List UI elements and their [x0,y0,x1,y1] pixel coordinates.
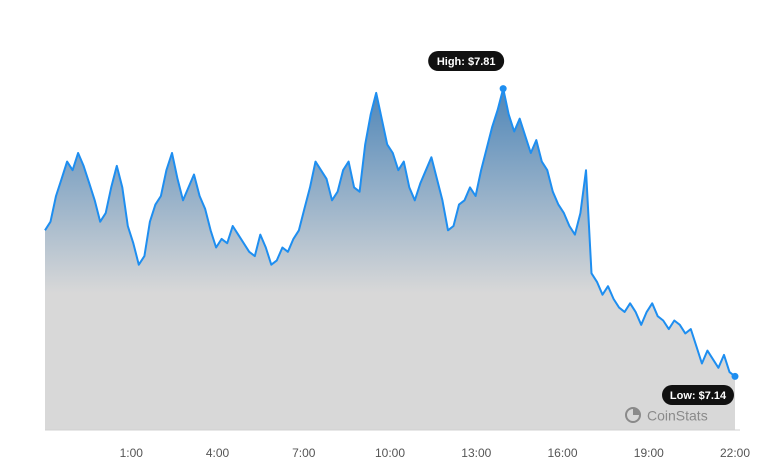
x-tick-label: 7:00 [292,446,316,460]
low-point-marker [731,372,739,380]
high-point-marker [499,85,507,93]
x-axis-ticks: 1:00 4:00 7:00 10:00 13:00 16:00 19:00 22:00 [120,446,751,460]
x-tick-label: 19:00 [634,446,664,460]
high-callout-text: High: $7.81 [437,56,496,68]
x-tick-label: 13:00 [461,446,491,460]
x-tick-label: 1:00 [120,446,144,460]
coinstats-logo-icon [625,407,641,423]
watermark-text: CoinStats [647,408,708,424]
x-tick-label: 4:00 [206,446,230,460]
x-tick-label: 10:00 [375,446,405,460]
watermark: CoinStats [625,407,708,424]
area-layer [45,88,735,430]
x-tick-label: 22:00 [720,446,750,460]
price-area [45,88,735,430]
price-line [44,87,736,378]
high-callout: High: $7.81 [428,51,505,71]
marker-layer: High: $7.81 Low: $7.14 [428,51,739,405]
line-layer [44,87,736,378]
low-callout: Low: $7.14 [662,385,734,405]
x-tick-label: 16:00 [547,446,577,460]
high-callout-bg [428,51,505,71]
low-callout-text: Low: $7.14 [670,390,727,402]
low-callout-bg [662,385,734,405]
